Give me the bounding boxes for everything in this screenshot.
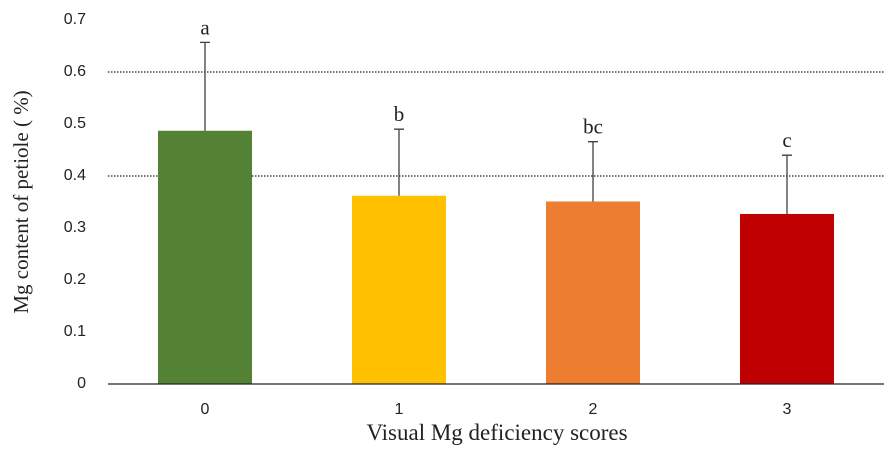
y-tick-label: 0.7 [64, 11, 86, 28]
y-tick-label: 0.2 [64, 271, 86, 288]
y-tick-label: 0.1 [64, 323, 86, 340]
y-tick-label: 0.3 [64, 219, 86, 236]
error-bar [394, 128, 404, 196]
bar [352, 195, 446, 384]
x-tick-label: 2 [589, 401, 598, 418]
x-tick-label: 0 [201, 401, 210, 418]
error-bar [588, 141, 598, 202]
bar [740, 213, 834, 384]
y-tick-label: 0.4 [64, 167, 86, 184]
bar [546, 201, 640, 384]
annotation: b [394, 102, 405, 126]
y-tick-label: 0.6 [64, 63, 86, 80]
annotation: bc [583, 115, 603, 139]
y-tick-label: 0.5 [64, 115, 86, 132]
error-bar [782, 154, 792, 214]
y-axis-title: Mg content of petiole ( %) [9, 90, 33, 313]
x-axis-title: Visual Mg deficiency scores [366, 420, 627, 445]
x-tick-label: 3 [783, 401, 792, 418]
annotation: c [782, 128, 791, 152]
bar [158, 130, 252, 384]
annotation: a [200, 15, 210, 39]
y-tick-label: 0 [77, 375, 86, 392]
x-tick-label: 1 [395, 401, 404, 418]
error-bar [200, 41, 210, 131]
